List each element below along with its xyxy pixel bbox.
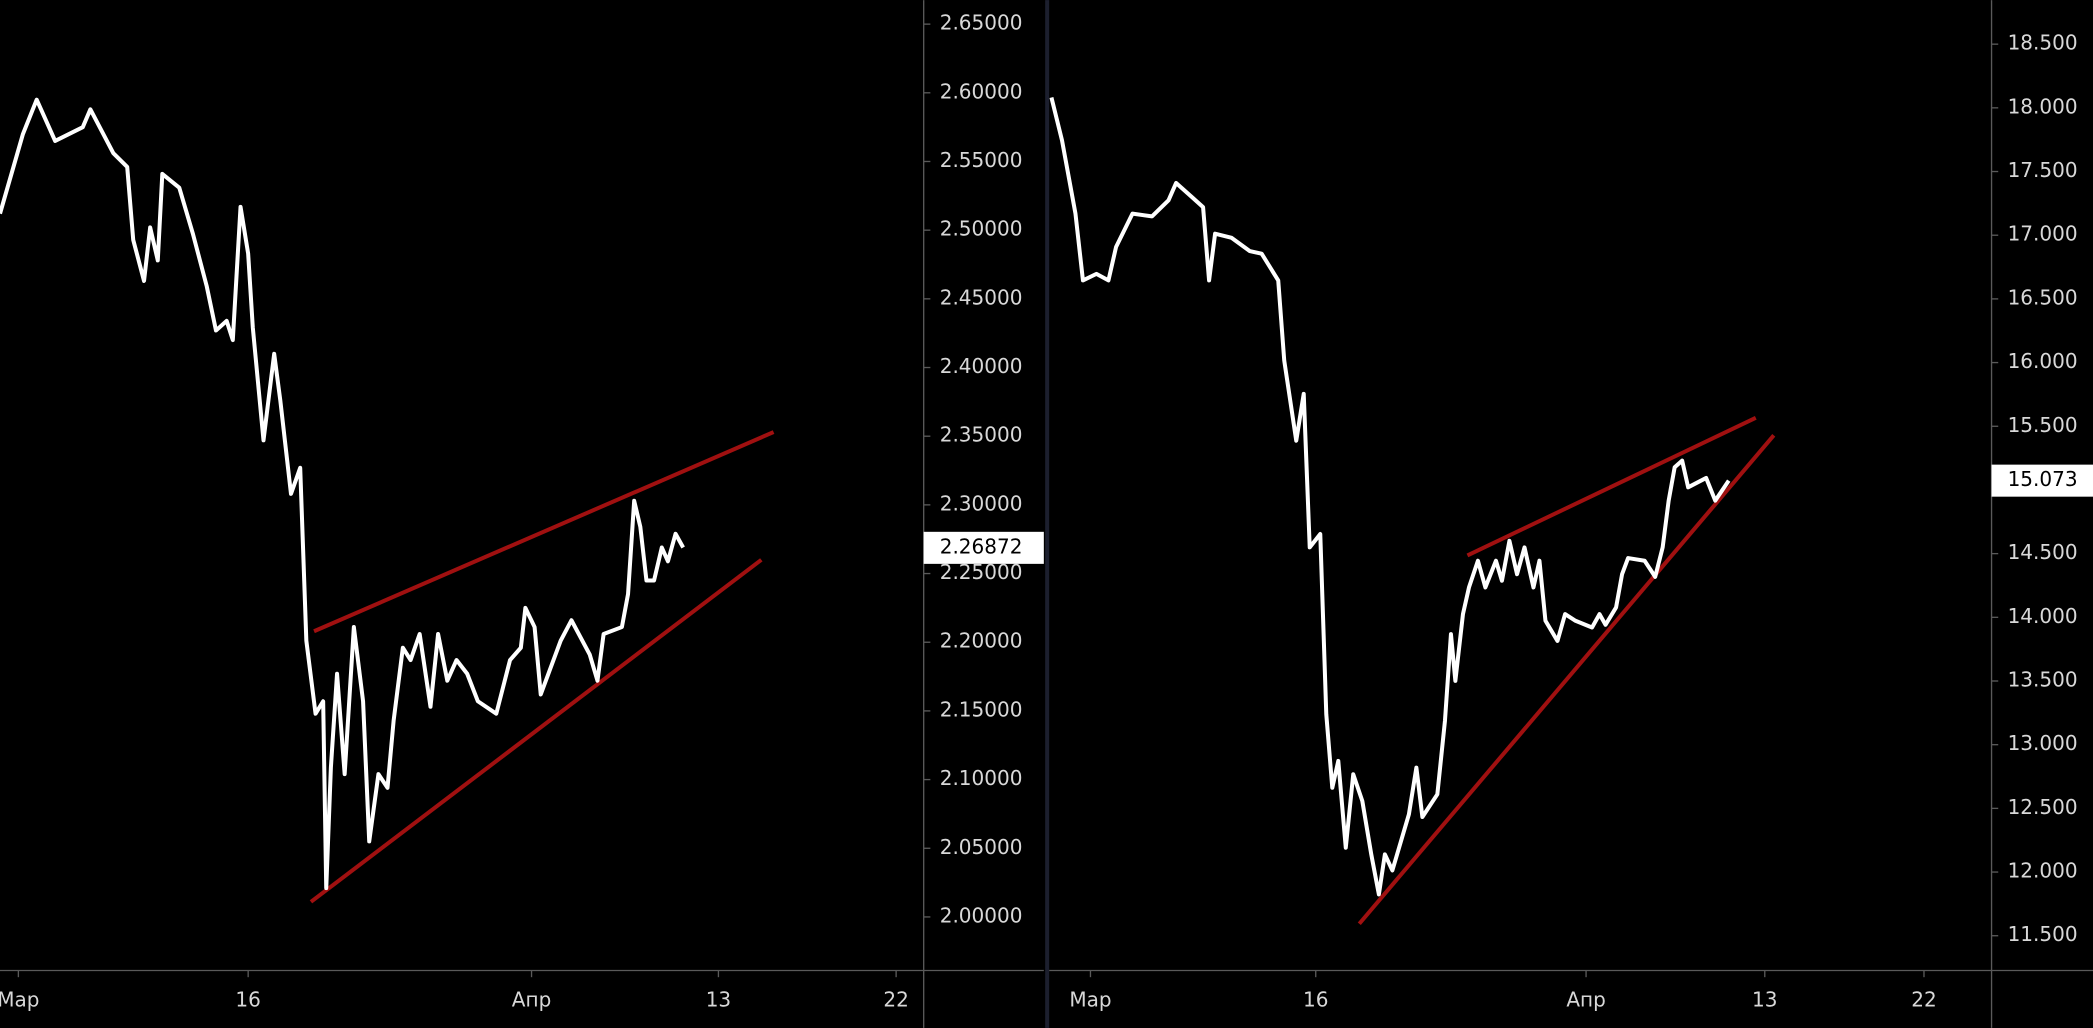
- y-tick-label: 2.45000: [940, 285, 1023, 309]
- x-tick-label: Апр: [512, 988, 551, 1012]
- x-tick-label: Апр: [1566, 988, 1605, 1012]
- x-tick-label: 16: [235, 988, 260, 1012]
- trendline: [313, 430, 775, 634]
- x-tick-label: 16: [1303, 988, 1328, 1012]
- y-tick-label: 2.65000: [940, 11, 1023, 35]
- price-line: [0, 97, 685, 891]
- y-tick-label: 14.500: [2008, 540, 2078, 564]
- x-tick-label: Мар: [0, 988, 40, 1012]
- x-tick-label: 22: [883, 988, 908, 1012]
- y-tick-label: 2.00000: [940, 903, 1023, 927]
- y-tick-label: 2.35000: [940, 423, 1023, 447]
- y-tick-label: 2.20000: [940, 629, 1023, 653]
- y-tick-label: 2.05000: [940, 835, 1023, 859]
- last-value-box: [1991, 464, 2093, 497]
- trendline: [309, 558, 763, 904]
- y-tick-label: 2.60000: [940, 79, 1023, 103]
- y-tick-label: 2.50000: [940, 217, 1023, 241]
- y-tick-label: 16.500: [2008, 285, 2078, 309]
- x-tick-label: 13: [1752, 988, 1777, 1012]
- x-tick-label: 13: [706, 988, 731, 1012]
- last-value-label: 15.073: [2008, 467, 2078, 491]
- panel-divider: [1045, 0, 1050, 1028]
- y-tick-label: 2.25000: [940, 560, 1023, 584]
- y-tick-label: 15.500: [2008, 413, 2078, 437]
- y-tick-label: 2.55000: [940, 148, 1023, 172]
- y-tick-label: 18.500: [2008, 31, 2078, 55]
- y-tick-label: 2.15000: [940, 697, 1023, 721]
- last-value-label: 2.26872: [940, 534, 1023, 558]
- y-tick-label: 17.000: [2008, 222, 2078, 246]
- y-tick-label: 13.000: [2008, 731, 2078, 755]
- y-tick-label: 2.10000: [940, 766, 1023, 790]
- x-tick-label: Мар: [1069, 988, 1111, 1012]
- price-line: [1049, 97, 1731, 897]
- y-tick-label: 16.000: [2008, 349, 2078, 373]
- y-tick-label: 12.500: [2008, 795, 2078, 819]
- x-tick-label: 22: [1911, 988, 1936, 1012]
- trendline: [1466, 416, 1757, 558]
- y-tick-label: 14.000: [2008, 604, 2078, 628]
- y-tick-label: 11.500: [2008, 922, 2078, 946]
- y-tick-label: 18.000: [2008, 94, 2078, 118]
- y-tick-label: 2.40000: [940, 354, 1023, 378]
- last-value-box: [923, 531, 1044, 564]
- y-tick-label: 2.30000: [940, 491, 1023, 515]
- y-tick-label: 17.500: [2008, 158, 2078, 182]
- trendline: [1357, 434, 1776, 926]
- y-tick-label: 13.500: [2008, 668, 2078, 692]
- y-tick-label: 12.000: [2008, 859, 2078, 883]
